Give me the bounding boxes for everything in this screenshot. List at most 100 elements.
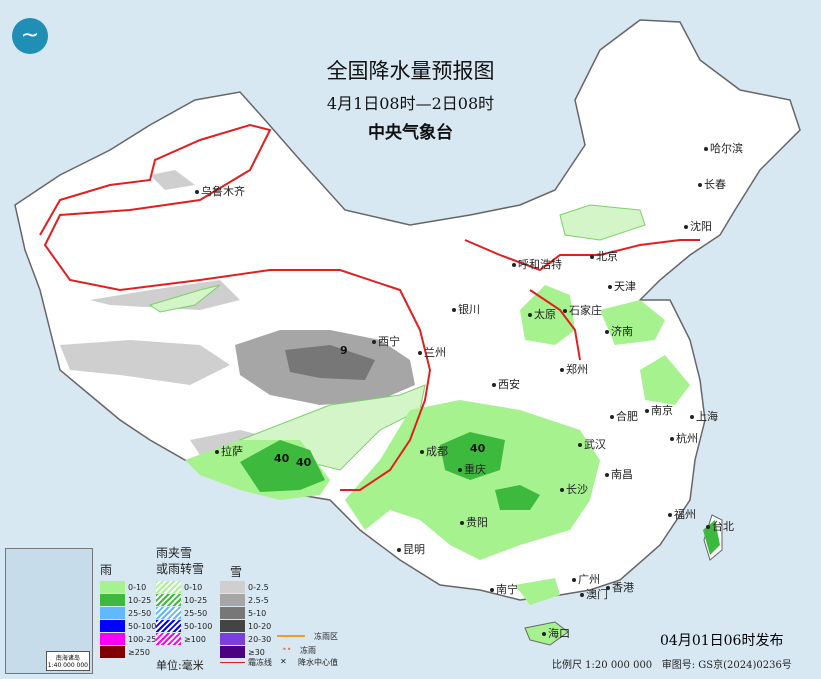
sleet-area — [559, 204, 646, 241]
legend-swatch-sleet — [156, 581, 181, 593]
snow-area — [150, 170, 195, 190]
legend-label-snow: 5-10 — [248, 609, 267, 618]
city-label: 上海 — [690, 408, 718, 424]
legend-label-rain: 50-100 — [128, 622, 157, 631]
legend-rain-title: 雨 — [100, 563, 113, 577]
city-label: 合肥 — [610, 408, 638, 424]
map-footer: 比例尺 1:20 000 000 审图号: GS京(2024)0236号 — [552, 656, 792, 671]
city-label: 西宁 — [372, 333, 400, 349]
legend-freezing-rain-area: 冻雨区 — [314, 632, 338, 641]
legend-label-snow: 0-2.5 — [248, 583, 269, 592]
city-label: 成都 — [420, 443, 448, 459]
inset-caption: 南海诸岛 1:40 000 000 — [45, 651, 90, 671]
legend-label-rain: 0-10 — [128, 583, 147, 592]
precip-center-value: 40 — [296, 456, 312, 469]
city-label: 兰州 — [418, 344, 446, 360]
city-label: 太原 — [528, 306, 556, 322]
precip-center-value: 40 — [274, 452, 290, 465]
snow-area — [285, 345, 375, 380]
city-label: 海口 — [542, 625, 570, 641]
legend: 雨 雨夹雪 或雨转雪 雪 0-10 10-25 25-50 50-100 100-250… — [92, 545, 347, 673]
legend-swatch-snow — [220, 607, 245, 619]
snow-area — [90, 280, 240, 310]
legend-swatch-snow — [220, 594, 245, 606]
rain-area — [345, 400, 600, 560]
legend-label-rain: ≥250 — [128, 648, 150, 657]
legend-label-sleet: ≥100 — [184, 635, 206, 644]
city-label: 澳门 — [580, 586, 608, 602]
legend-swatch-sleet — [156, 620, 181, 632]
precip-center-value: 40 — [470, 442, 486, 455]
city-label: 银川 — [452, 301, 480, 317]
city-label: 重庆 — [458, 461, 486, 477]
legend-swatch-rain — [100, 594, 125, 606]
city-label: 南昌 — [605, 466, 633, 482]
rain-area — [640, 355, 690, 405]
legend-swatch-snow — [220, 646, 245, 658]
legend-label-rain: 10-25 — [128, 596, 152, 605]
legend-unit: 单位:毫米 — [156, 659, 204, 672]
legend-label-sleet: 0-10 — [184, 583, 203, 592]
legend-swatch-rain — [100, 646, 125, 658]
city-label: 拉萨 — [215, 443, 243, 459]
frost-line — [464, 239, 700, 272]
map-approval-number: 审图号: GS京(2024)0236号 — [661, 660, 792, 671]
issue-time: 04月01日06时发布 — [660, 633, 784, 649]
city-label: 台北 — [706, 518, 734, 534]
legend-swatch-snow — [220, 620, 245, 632]
map-scale: 比例尺 1:20 000 000 — [552, 660, 653, 671]
city-label: 南宁 — [490, 581, 518, 597]
legend-swatch-rain — [100, 620, 125, 632]
south-china-sea-inset: 南海诸岛 1:40 000 000 — [5, 548, 93, 674]
city-label: 长春 — [698, 176, 726, 192]
city-label: 长沙 — [560, 481, 588, 497]
snow-area — [60, 340, 230, 385]
city-label: 呼和浩特 — [512, 256, 562, 272]
legend-swatch-snow — [220, 633, 245, 645]
city-label: 济南 — [605, 323, 633, 339]
legend-snow-title: 雪 — [230, 565, 243, 579]
rain-area — [495, 485, 540, 510]
city-label: 武汉 — [578, 436, 606, 452]
issuer: 中央气象台 — [368, 123, 453, 143]
legend-label-snow: ≥30 — [248, 648, 265, 657]
cma-logo: ~ — [12, 18, 48, 54]
frost-line — [39, 123, 432, 491]
city-label: 西安 — [492, 376, 520, 392]
legend-label-snow: 2.5-5 — [248, 596, 269, 605]
legend-label-rain: 25-50 — [128, 609, 152, 618]
sleet-area — [148, 284, 221, 313]
city-label: 福州 — [668, 506, 696, 522]
legend-label-sleet: 50-100 — [184, 622, 213, 631]
legend-label-rain: 100-250 — [128, 635, 162, 644]
city-label: 昆明 — [397, 541, 425, 557]
rain-area — [515, 578, 560, 605]
rain-area — [440, 432, 505, 480]
precip-center-value: 9 — [340, 344, 348, 357]
legend-precip-center: 降水中心值 — [298, 658, 338, 667]
precip-center-icon: ✕ — [280, 657, 287, 666]
legend-label-snow: 10-20 — [248, 622, 272, 631]
city-label: 郑州 — [560, 361, 588, 377]
legend-frost-line: 霜冻线 — [248, 658, 272, 667]
legend-label-sleet: 10-25 — [184, 596, 208, 605]
city-label: 北京 — [590, 248, 618, 264]
frost-line-symbol — [220, 662, 245, 663]
city-label: 杭州 — [670, 430, 698, 446]
city-label: 广州 — [572, 571, 600, 587]
freezing-rain-area-symbol — [277, 635, 305, 637]
legend-swatch-rain — [100, 607, 125, 619]
city-label: 乌鲁木齐 — [195, 183, 245, 199]
rain-area — [240, 440, 325, 492]
city-label: 香港 — [606, 579, 634, 595]
city-label: 天津 — [608, 278, 636, 294]
legend-swatch-sleet — [156, 607, 181, 619]
freezing-rain-symbol: •• — [282, 645, 292, 654]
legend-swatch-snow — [220, 581, 245, 593]
city-label: 石家庄 — [563, 302, 602, 318]
legend-swatch-rain — [100, 581, 125, 593]
legend-swatch-sleet — [156, 633, 181, 645]
legend-freezing-rain: 冻雨 — [300, 646, 316, 655]
